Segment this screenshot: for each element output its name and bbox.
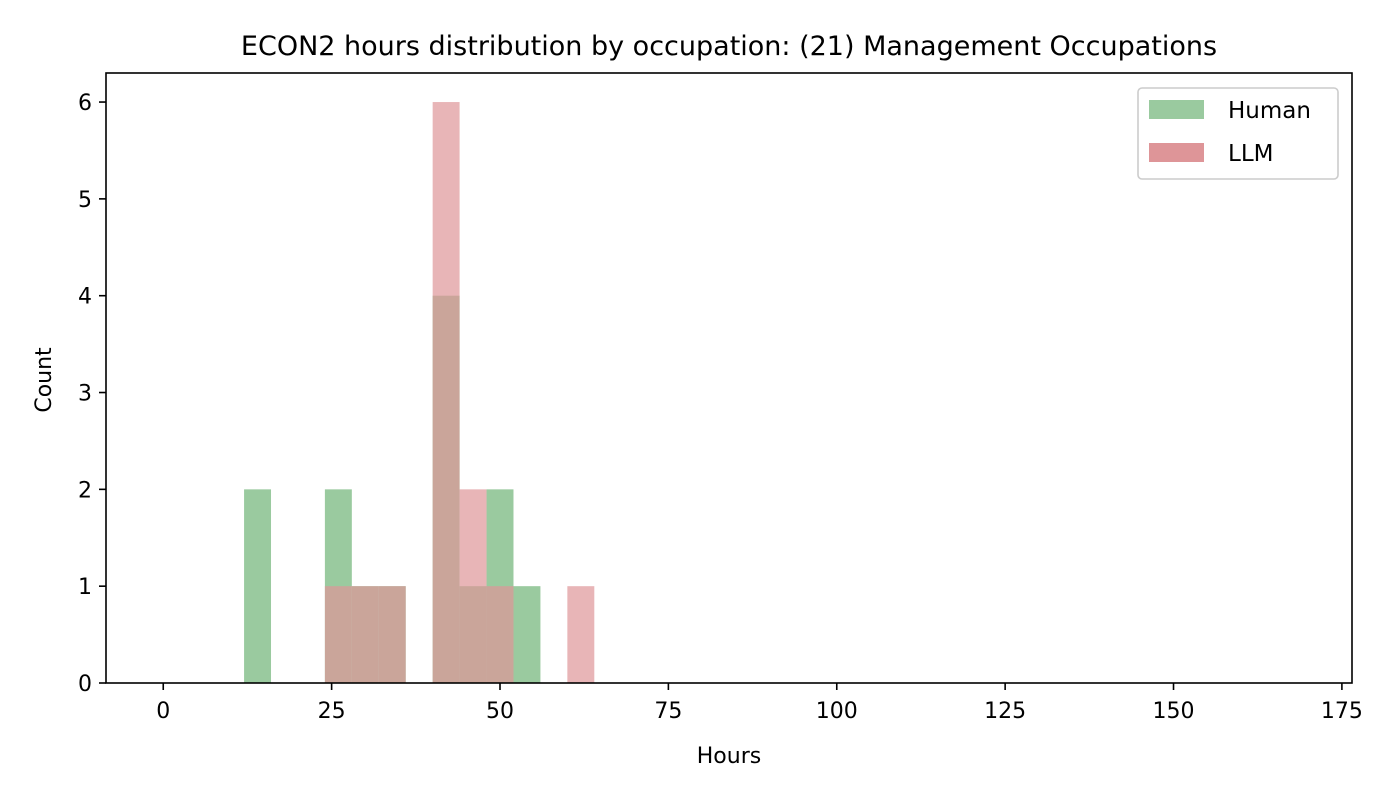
y-tick-label-5: 5 <box>78 188 92 213</box>
x-tick-label-25: 25 <box>318 699 346 724</box>
bar-llm-48-52 <box>486 586 514 683</box>
y-tick-label-6: 6 <box>78 91 92 116</box>
legend-swatch-human <box>1149 100 1204 119</box>
bar-llm-60-64 <box>567 586 595 683</box>
chart-title: ECON2 hours distribution by occupation: … <box>241 31 1217 62</box>
y-axis-title: Count <box>32 347 57 413</box>
llm-bars <box>324 102 595 684</box>
x-tick-label-125: 125 <box>984 699 1026 724</box>
bar-llm-44-48 <box>459 489 487 683</box>
bar-llm-40-44 <box>432 102 460 684</box>
legend: Human LLM <box>1137 87 1339 180</box>
y-tick-label-3: 3 <box>78 382 92 407</box>
bar-llm-32-36 <box>378 586 406 683</box>
x-tick-label-0: 0 <box>156 699 170 724</box>
x-axis-title: Hours <box>697 744 761 769</box>
legend-label-human: Human <box>1228 98 1311 124</box>
y-tick-label-1: 1 <box>78 575 92 600</box>
x-axis-ticks: 0 25 50 75 100 125 150 175 <box>156 683 1363 724</box>
y-tick-label-4: 4 <box>78 285 92 310</box>
bar-human-52-56 <box>513 586 541 683</box>
bar-llm-24-28 <box>324 586 352 683</box>
x-tick-label-100: 100 <box>816 699 858 724</box>
y-axis-ticks: 0 1 2 3 4 5 6 <box>78 91 106 697</box>
x-tick-label-175: 175 <box>1321 699 1363 724</box>
x-tick-label-75: 75 <box>654 699 682 724</box>
legend-swatch-llm <box>1149 143 1204 162</box>
bar-llm-28-32 <box>351 586 379 683</box>
x-tick-label-50: 50 <box>486 699 514 724</box>
plot-frame <box>105 72 1353 684</box>
y-tick-label-0: 0 <box>78 672 92 697</box>
bar-human-12-16 <box>244 489 272 683</box>
legend-label-llm: LLM <box>1228 141 1273 167</box>
y-tick-label-2: 2 <box>78 478 92 503</box>
x-tick-label-150: 150 <box>1153 699 1195 724</box>
